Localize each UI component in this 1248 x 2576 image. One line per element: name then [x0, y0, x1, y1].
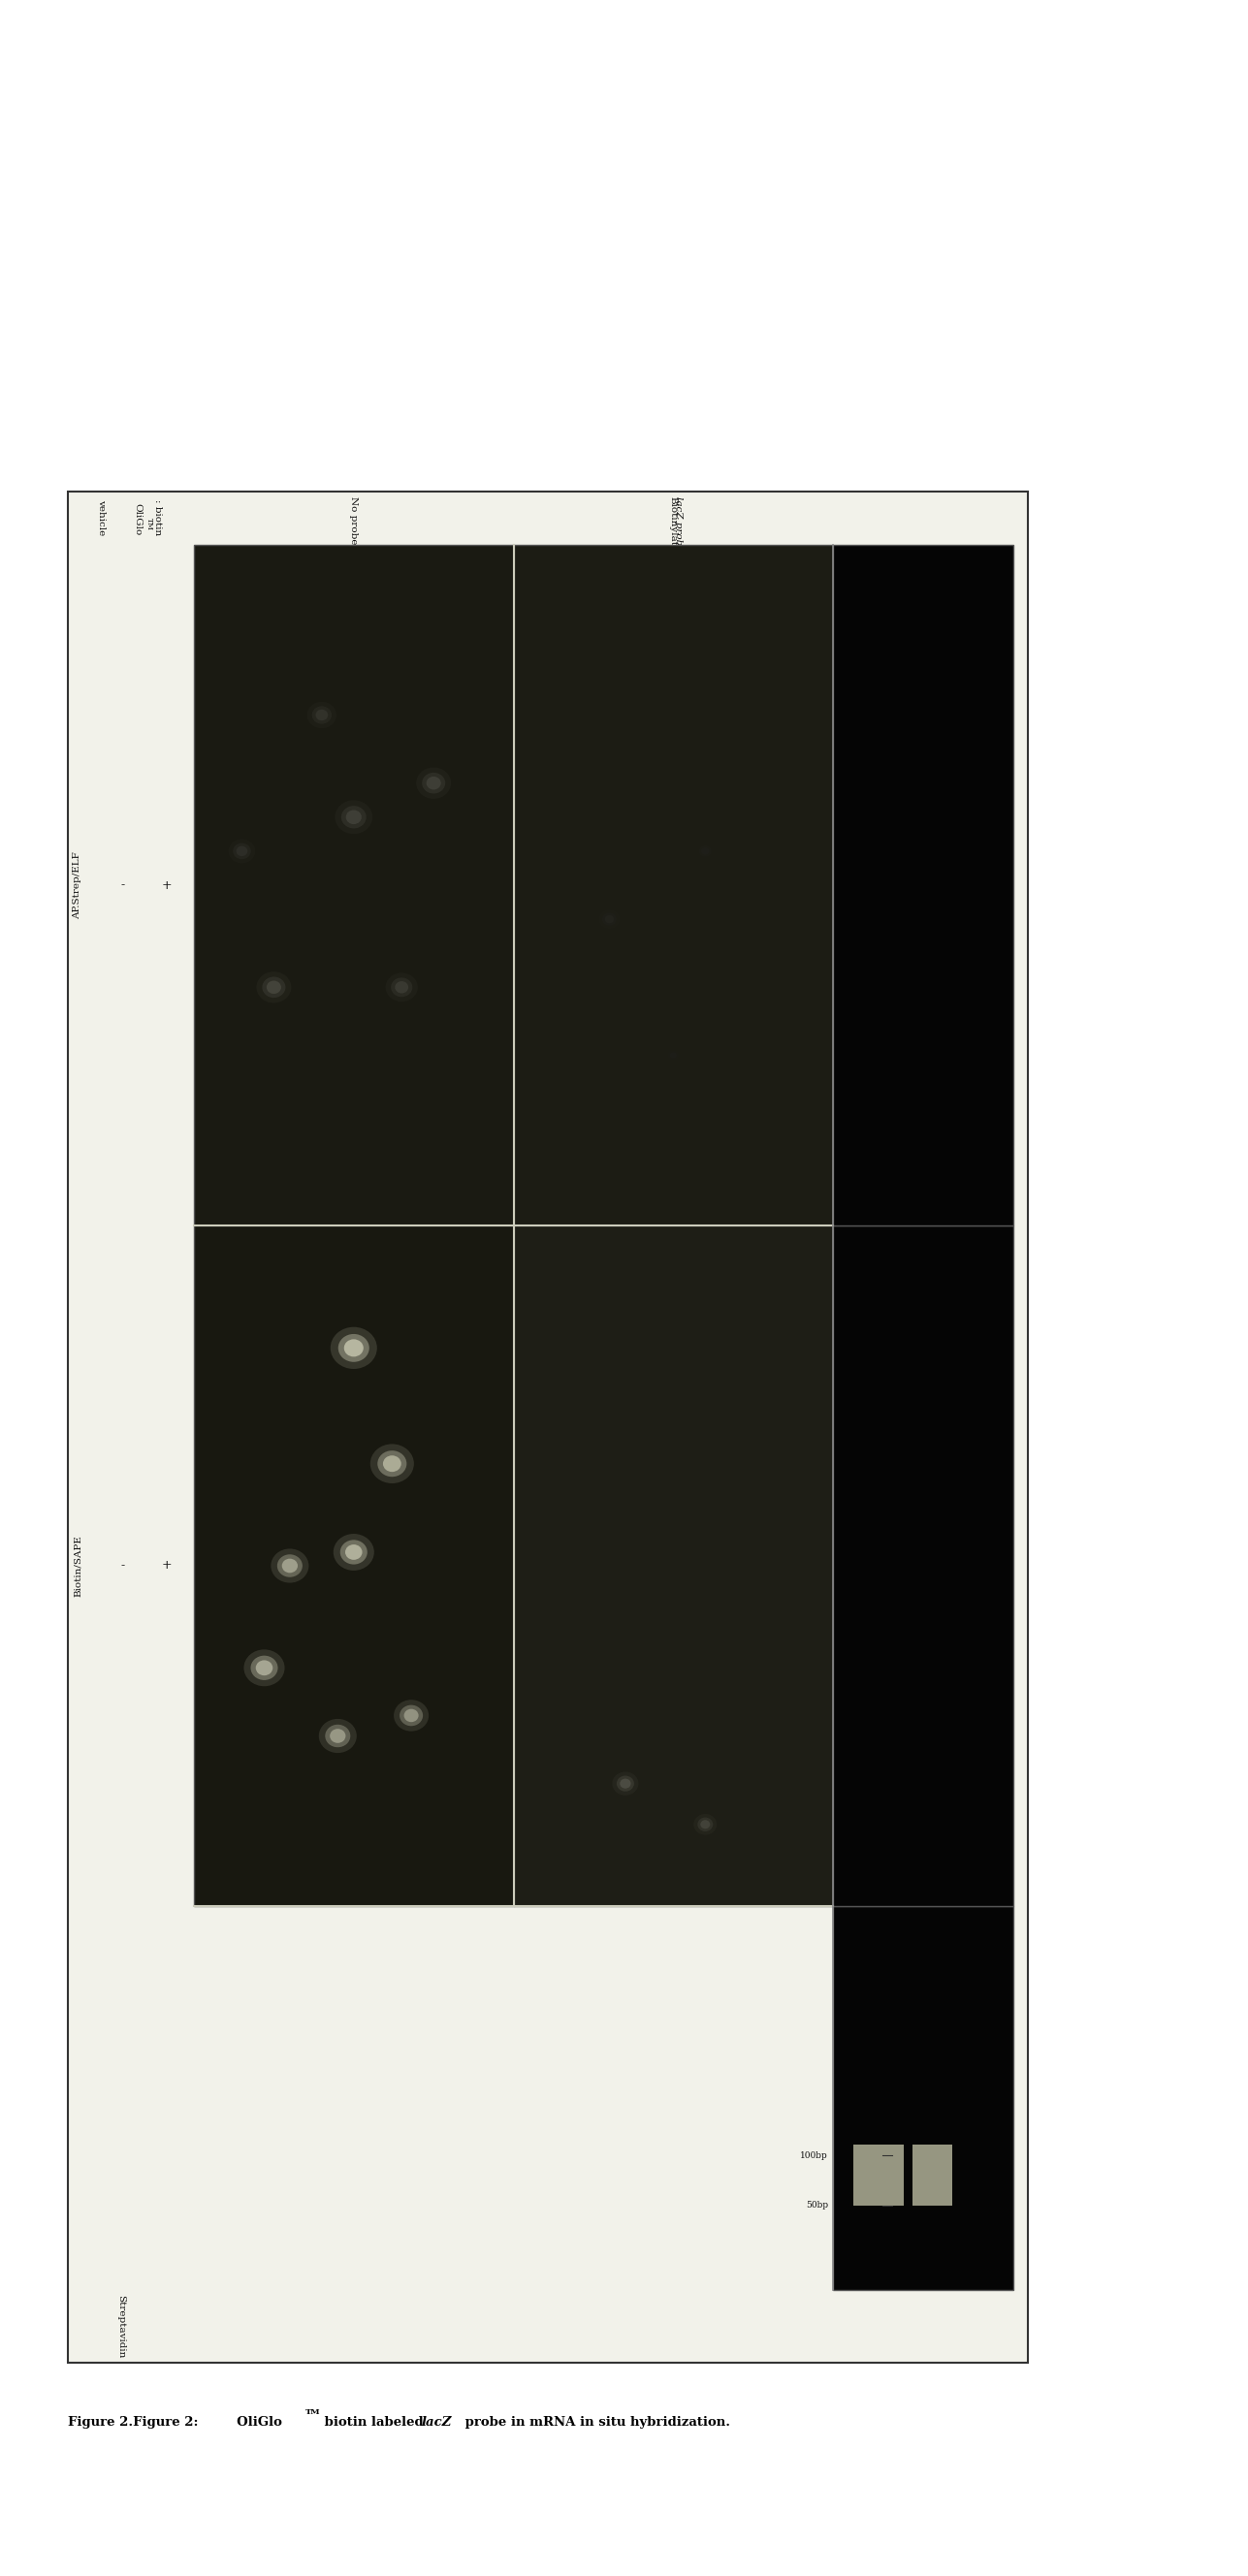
- Ellipse shape: [599, 909, 620, 930]
- Ellipse shape: [329, 1728, 346, 1744]
- Ellipse shape: [620, 1777, 630, 1788]
- Text: OliGlo: OliGlo: [134, 502, 142, 536]
- Ellipse shape: [700, 1821, 710, 1829]
- Ellipse shape: [696, 842, 715, 860]
- Ellipse shape: [316, 708, 328, 721]
- Ellipse shape: [377, 1450, 407, 1476]
- Ellipse shape: [383, 1455, 401, 1471]
- Ellipse shape: [613, 1772, 639, 1795]
- Text: 50bp: 50bp: [806, 2200, 829, 2210]
- Ellipse shape: [371, 1445, 414, 1484]
- Bar: [834, 546, 1013, 1226]
- Ellipse shape: [391, 979, 412, 997]
- Ellipse shape: [665, 1048, 681, 1061]
- Ellipse shape: [386, 974, 418, 1002]
- Ellipse shape: [312, 706, 332, 724]
- Text: Biotinylated: Biotinylated: [669, 497, 678, 559]
- Ellipse shape: [326, 1723, 351, 1747]
- Ellipse shape: [394, 981, 408, 994]
- Text: -: -: [121, 1558, 125, 1571]
- Text: lacZ probe: lacZ probe: [674, 497, 683, 551]
- Ellipse shape: [233, 842, 251, 860]
- Text: AP.Strep/ELF: AP.Strep/ELF: [74, 850, 82, 920]
- Ellipse shape: [338, 1334, 369, 1363]
- Text: : biotin: : biotin: [152, 500, 161, 536]
- Text: +: +: [162, 878, 172, 891]
- Text: Figure 2.Figure 2:: Figure 2.Figure 2:: [67, 2416, 198, 2429]
- Bar: [67, 492, 1028, 2362]
- Ellipse shape: [262, 976, 286, 997]
- Ellipse shape: [236, 845, 247, 855]
- Ellipse shape: [341, 1540, 367, 1564]
- Ellipse shape: [256, 1659, 273, 1674]
- Ellipse shape: [228, 840, 256, 863]
- Bar: [513, 1226, 834, 1906]
- Ellipse shape: [603, 912, 617, 925]
- Ellipse shape: [307, 701, 337, 729]
- Text: Streptavidin: Streptavidin: [117, 2295, 126, 2357]
- Ellipse shape: [256, 971, 291, 1002]
- Ellipse shape: [243, 1649, 285, 1687]
- Text: biotin labeled: biotin labeled: [319, 2416, 428, 2429]
- Ellipse shape: [346, 1546, 362, 1561]
- Text: lacZ: lacZ: [422, 2416, 452, 2429]
- Ellipse shape: [282, 1558, 298, 1574]
- Ellipse shape: [404, 1708, 418, 1721]
- Text: vehicle: vehicle: [97, 500, 106, 536]
- Ellipse shape: [670, 1054, 676, 1059]
- Ellipse shape: [617, 1775, 634, 1790]
- Ellipse shape: [694, 1814, 716, 1834]
- Ellipse shape: [416, 768, 451, 799]
- Ellipse shape: [341, 806, 366, 829]
- Text: TM: TM: [146, 518, 154, 531]
- Text: probe in mRNA in situ hybridization.: probe in mRNA in situ hybridization.: [461, 2416, 730, 2429]
- Bar: [834, 1226, 1013, 1906]
- Ellipse shape: [331, 1327, 377, 1368]
- Ellipse shape: [605, 914, 614, 922]
- Ellipse shape: [698, 1819, 713, 1832]
- Ellipse shape: [427, 775, 441, 791]
- Ellipse shape: [333, 1533, 374, 1571]
- Ellipse shape: [267, 981, 281, 994]
- Ellipse shape: [422, 773, 446, 793]
- Ellipse shape: [318, 1718, 357, 1752]
- Ellipse shape: [699, 845, 711, 858]
- Text: +: +: [162, 1558, 172, 1571]
- Text: Biotin/SAPE: Biotin/SAPE: [74, 1535, 82, 1597]
- Bar: [852, 2143, 904, 2205]
- Text: OliGlo: OliGlo: [228, 2416, 282, 2429]
- Text: TM: TM: [306, 2409, 321, 2416]
- Bar: [912, 2143, 952, 2205]
- Ellipse shape: [251, 1656, 278, 1680]
- Text: No probe: No probe: [349, 497, 358, 544]
- Bar: [193, 1226, 513, 1906]
- Ellipse shape: [668, 1051, 679, 1061]
- Ellipse shape: [399, 1705, 423, 1726]
- Ellipse shape: [271, 1548, 308, 1582]
- Ellipse shape: [334, 801, 372, 835]
- Ellipse shape: [394, 1700, 429, 1731]
- Ellipse shape: [344, 1340, 363, 1358]
- Ellipse shape: [346, 809, 362, 824]
- Bar: [834, 1906, 1013, 2290]
- Bar: [193, 546, 513, 1226]
- Ellipse shape: [701, 848, 709, 855]
- Ellipse shape: [277, 1553, 302, 1577]
- Text: -: -: [121, 878, 125, 891]
- Text: 100bp: 100bp: [800, 2151, 829, 2161]
- Bar: [513, 546, 834, 1226]
